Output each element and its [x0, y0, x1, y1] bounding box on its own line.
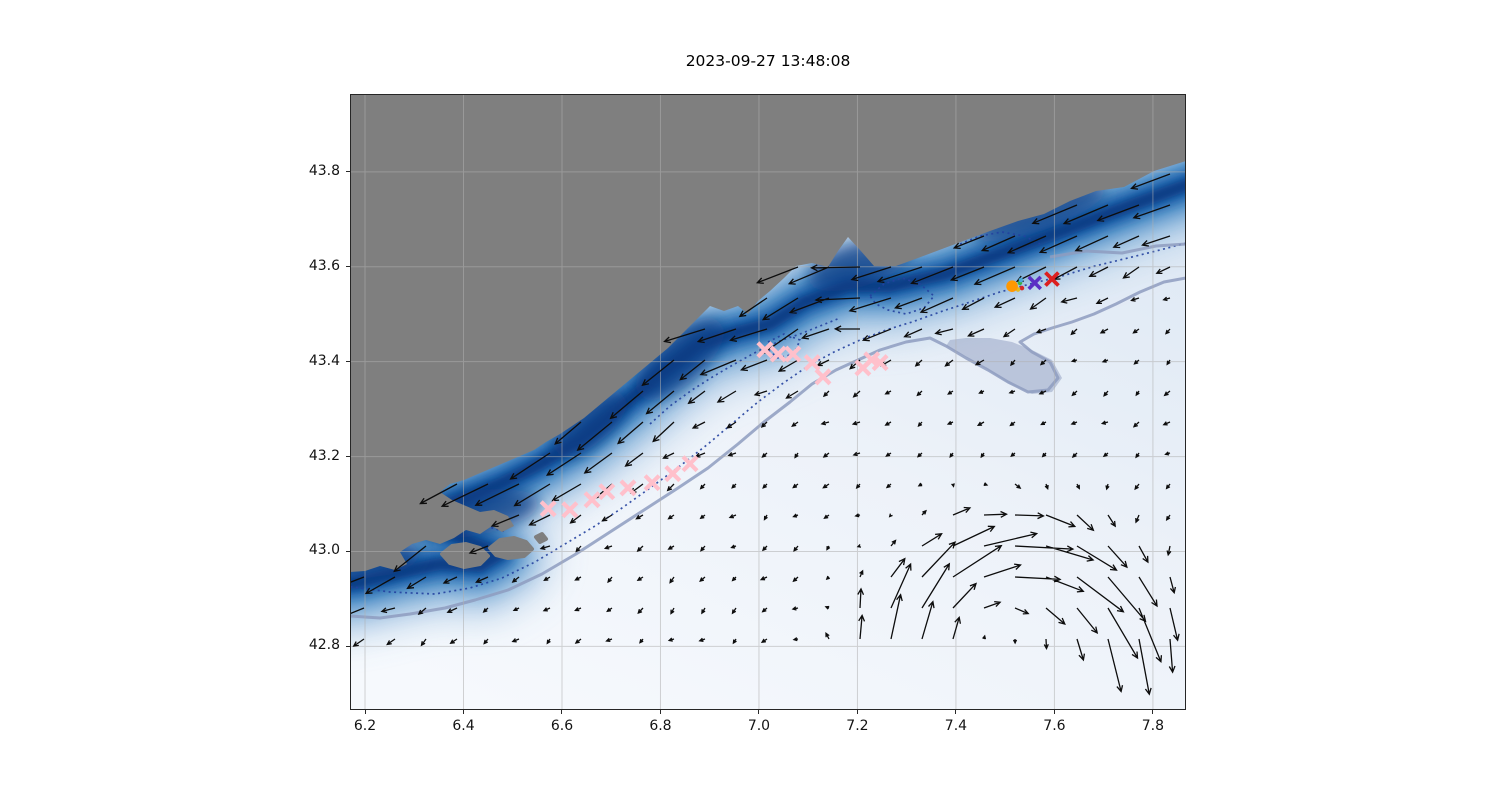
x-tick-label: 7.8 — [1141, 718, 1165, 734]
x-tick — [561, 710, 563, 714]
y-tick — [346, 645, 350, 647]
y-tick — [346, 550, 350, 552]
y-tick-label: 43.0 — [308, 542, 340, 559]
map-canvas — [350, 94, 1186, 710]
y-tick-label: 43.4 — [308, 352, 340, 369]
x-tick-label: 7.0 — [747, 718, 771, 734]
particle-dot — [1018, 277, 1024, 283]
y-tick — [346, 456, 350, 458]
current-quiver-arrows — [350, 173, 1180, 696]
x-tick — [1053, 710, 1055, 714]
y-tick — [346, 361, 350, 363]
x-tick — [758, 710, 760, 714]
x-tick-label: 6.2 — [353, 718, 377, 734]
x-tick — [1152, 710, 1154, 714]
x-tick — [955, 710, 957, 714]
x-tick-label: 7.4 — [944, 718, 968, 734]
y-tick-label: 42.8 — [308, 637, 340, 654]
red-x-marker — [1044, 271, 1060, 287]
x-tick — [856, 710, 858, 714]
drifter-pink-x-markers — [539, 341, 889, 519]
plot-border — [350, 94, 1186, 710]
y-tick — [346, 266, 350, 268]
particle-dot — [1019, 285, 1025, 291]
y-tick-label: 43.8 — [308, 162, 340, 179]
y-tick-label: 43.6 — [308, 257, 340, 274]
map-plot — [350, 94, 1186, 710]
y-tick — [346, 171, 350, 173]
purple-x-marker — [1027, 275, 1042, 291]
x-tick — [364, 710, 366, 714]
x-tick-label: 6.6 — [550, 718, 574, 734]
x-tick — [463, 710, 464, 714]
release-point-orange-dot — [1006, 280, 1018, 293]
plot-title: 2023-09-27 13:48:08 — [685, 52, 851, 70]
x-tick-label: 6.8 — [649, 718, 672, 734]
x-tick-label: 6.4 — [452, 718, 475, 734]
x-tick-label: 7.6 — [1043, 718, 1066, 734]
y-tick-label: 43.2 — [308, 447, 340, 464]
x-tick — [659, 710, 661, 714]
x-tick-label: 7.2 — [846, 718, 869, 734]
